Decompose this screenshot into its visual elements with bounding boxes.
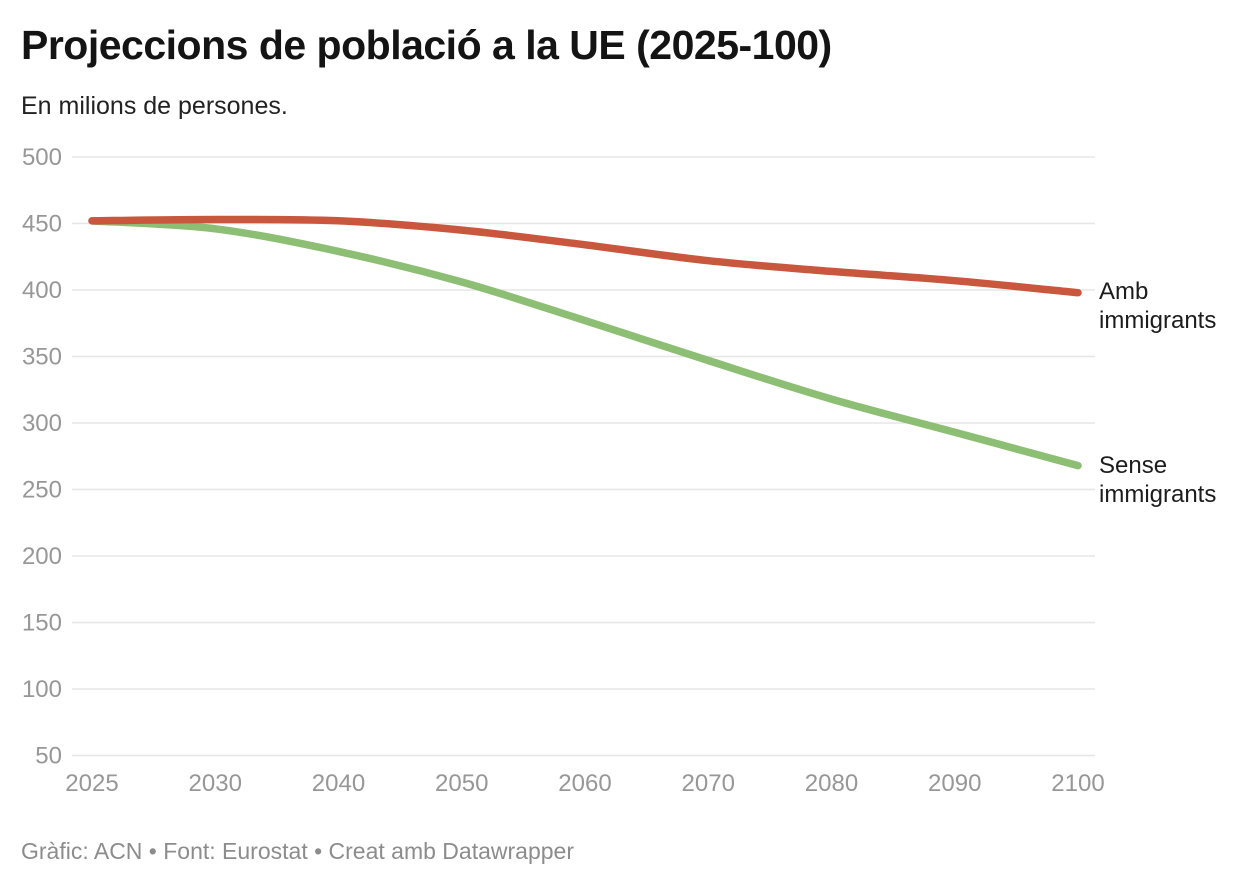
y-tick-label: 250 [22, 477, 62, 504]
y-axis-tick-labels: 500 450 400 350 300 250 200 150 100 50 [22, 144, 62, 770]
y-tick-label: 200 [22, 543, 62, 570]
chart-subtitle: En milions de persones. [21, 92, 288, 120]
y-tick-label: 400 [22, 277, 62, 304]
x-tick-label: 2100 [1051, 770, 1104, 797]
y-tick-label: 150 [22, 610, 62, 637]
x-tick-label: 2030 [189, 770, 242, 797]
x-tick-label: 2050 [435, 770, 488, 797]
y-tick-label: 300 [22, 410, 62, 437]
y-tick-label: 350 [22, 344, 62, 371]
x-tick-label: 2070 [682, 770, 735, 797]
x-tick-label: 2080 [805, 770, 858, 797]
x-tick-label: 2040 [312, 770, 365, 797]
gridlines [72, 156, 1095, 757]
x-axis-tick-labels: 2025 2030 2040 2050 2060 2070 2080 2090 2100 [65, 770, 1104, 797]
y-tick-label: 500 [22, 144, 62, 171]
chart-credit-footer: Gràfic: ACN • Font: Eurostat • Creat amb… [21, 838, 574, 864]
line-amb-immigrants [88, 215, 1082, 297]
y-tick-label: 100 [22, 676, 62, 703]
y-tick-label: 50 [35, 743, 62, 770]
series-label-sense-immigrants: Sense immigrants [1099, 452, 1217, 508]
line-sense-immigrants [88, 217, 1082, 470]
chart-title: Projeccions de població a la UE (2025-10… [21, 22, 832, 68]
x-tick-label: 2090 [928, 770, 981, 797]
series-label-amb-immigrants: Amb immigrants [1099, 278, 1217, 334]
x-tick-label: 2060 [558, 770, 611, 797]
series-lines [88, 215, 1082, 470]
x-tick-label: 2025 [65, 770, 118, 797]
y-tick-label: 450 [22, 211, 62, 238]
